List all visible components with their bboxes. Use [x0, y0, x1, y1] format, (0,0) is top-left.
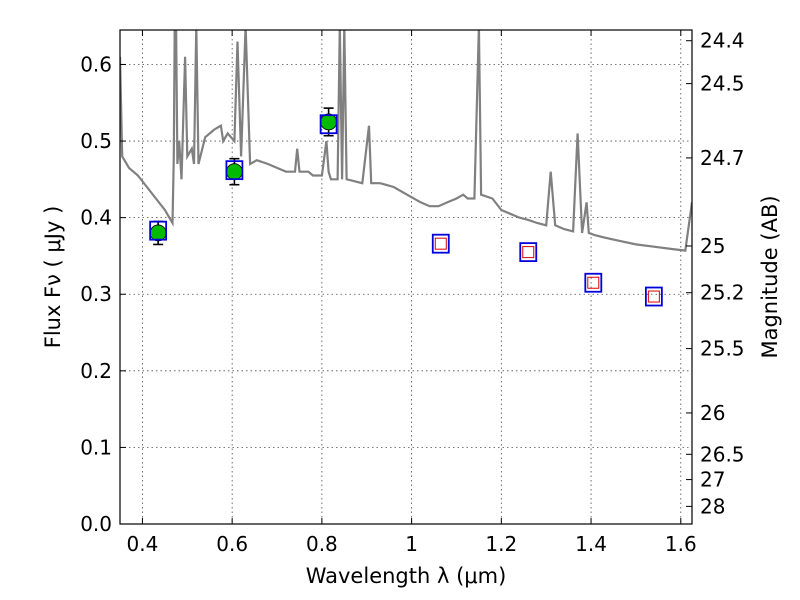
y-tick-label: 0.0: [80, 512, 112, 536]
plot-frame: [119, 29, 693, 525]
right-tick-label: 26.5: [700, 442, 745, 466]
x-tick-label: 0.8: [306, 532, 338, 556]
model-photometry-marker: [319, 114, 338, 135]
y-tick-label: 0.1: [80, 435, 112, 459]
y-tick-label: 0.3: [80, 282, 112, 306]
axis-ticks: [120, 30, 692, 525]
right-tick-label: 26: [700, 401, 725, 425]
model-photometry-marker: [584, 272, 603, 293]
y-tick-label: 0.4: [80, 206, 112, 230]
predicted-marker: [522, 246, 535, 259]
right-tick-label: 27: [700, 468, 725, 492]
right-tick-label: 28: [700, 494, 725, 518]
right-tick-label: 24.4: [700, 29, 745, 53]
predicted-marker: [587, 276, 600, 289]
x-tick-label: 1: [405, 532, 418, 556]
model-photometry-marker: [225, 160, 244, 181]
x-axis-label: Wavelength λ (μm): [306, 564, 507, 588]
grid-lines: [120, 30, 692, 525]
right-tick-label: 25.2: [700, 281, 745, 305]
model-photometry-markers: [149, 114, 663, 307]
x-tick-label: 1.6: [665, 532, 697, 556]
model-photometry-marker: [431, 233, 450, 254]
model-spectrum-line: [120, 30, 692, 252]
y-tick-label: 0.2: [80, 359, 112, 383]
predicted-markers: [434, 237, 660, 303]
model-photometry-marker: [519, 242, 538, 263]
model-photometry-marker: [644, 286, 663, 307]
right-tick-label: 24.5: [700, 72, 745, 96]
observed-point: [149, 224, 167, 242]
right-tick-label: 24.7: [700, 146, 745, 170]
observed-point: [225, 163, 243, 181]
error-bars: [153, 107, 334, 246]
x-tick-label: 1.4: [575, 532, 607, 556]
y-tick-label: 0.5: [80, 129, 112, 153]
right-tick-label: 25: [700, 234, 725, 258]
observed-point: [320, 113, 338, 131]
right-axis-label: Magnitude (AB): [758, 195, 782, 358]
x-tick-label: 1.2: [485, 532, 517, 556]
y-tick-label: 0.6: [80, 52, 112, 76]
right-tick-label: 25.5: [700, 337, 745, 361]
data-layer: [120, 30, 692, 307]
predicted-marker: [434, 237, 447, 250]
model-photometry-marker: [149, 220, 168, 241]
x-tick-label: 0.4: [127, 532, 159, 556]
y-axis-label: Flux Fν ( μJy ): [41, 206, 65, 349]
predicted-marker: [647, 290, 660, 303]
tick-labels: 0.4 0.6 0.8 1 1.2 1.4 1.6 0.0 0.1 0.2 0.3 0.4 0.5 0.6…: [80, 29, 744, 556]
x-tick-label: 0.6: [216, 532, 248, 556]
